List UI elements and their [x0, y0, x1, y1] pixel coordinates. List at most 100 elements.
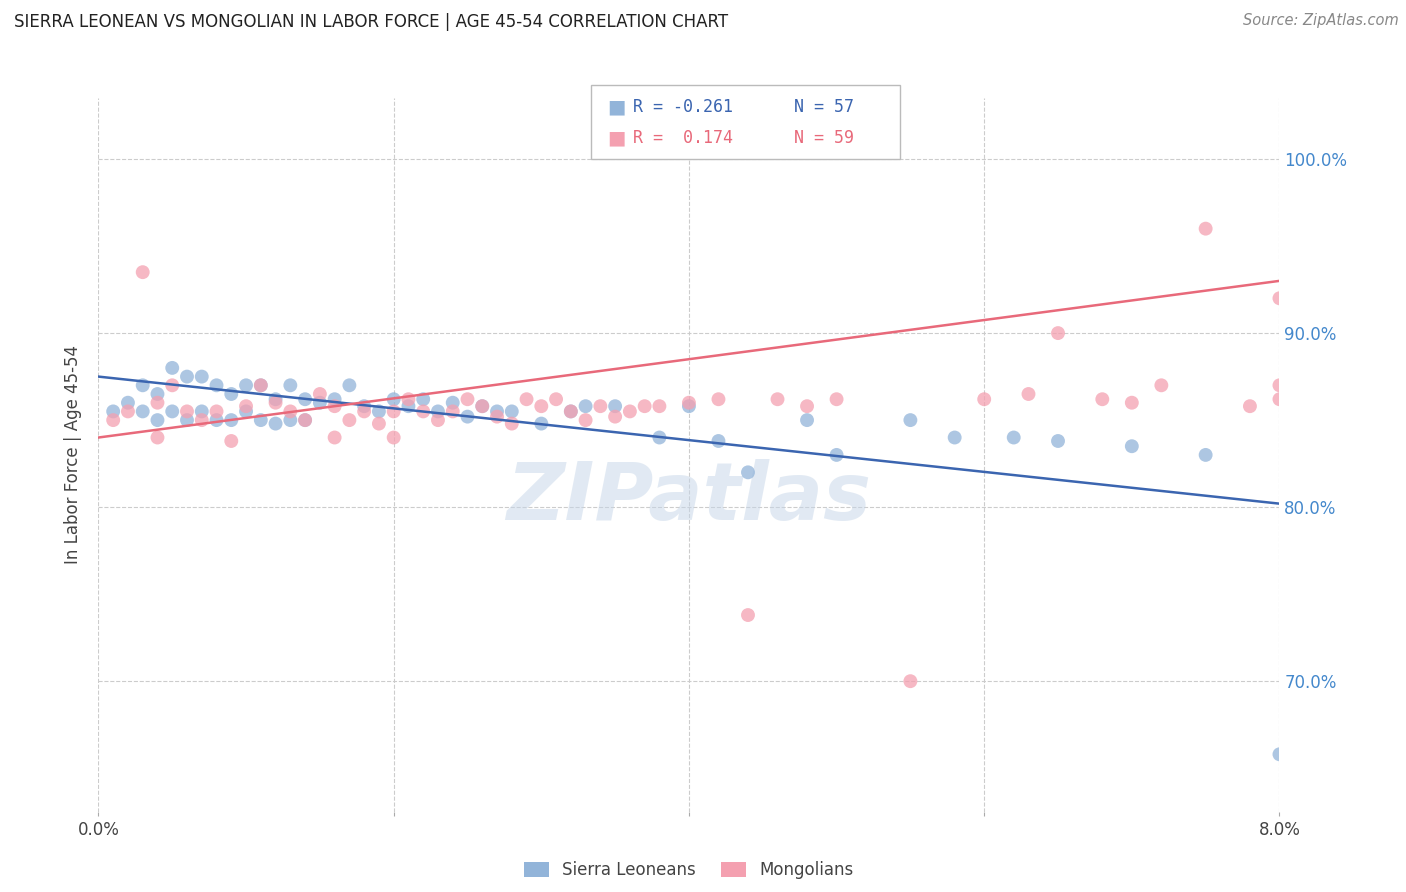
Point	[1268, 291, 1291, 305]
Point	[546, 392, 568, 407]
Point	[589, 399, 612, 413]
Point	[1268, 378, 1291, 392]
Point	[117, 404, 139, 418]
Text: R =  0.174: R = 0.174	[633, 129, 733, 147]
Point	[294, 413, 316, 427]
Point	[146, 387, 169, 401]
Point	[1121, 395, 1143, 409]
Point	[1017, 387, 1039, 401]
Point	[796, 399, 818, 413]
Point	[485, 404, 508, 418]
Point	[1091, 392, 1114, 407]
Point	[530, 417, 553, 431]
Point	[796, 413, 818, 427]
Point	[707, 392, 730, 407]
Point	[900, 413, 922, 427]
Point	[1121, 439, 1143, 453]
Point	[162, 404, 183, 418]
Point	[250, 413, 273, 427]
Point	[235, 404, 257, 418]
Point	[605, 409, 627, 424]
Point	[219, 434, 242, 448]
Point	[426, 404, 449, 418]
Point	[219, 387, 242, 401]
Point	[396, 399, 419, 413]
Point	[294, 392, 316, 407]
Point	[294, 413, 316, 427]
Text: R = -0.261: R = -0.261	[633, 98, 733, 116]
Point	[146, 413, 169, 427]
Text: ■: ■	[607, 128, 626, 148]
Point	[191, 413, 214, 427]
Point	[250, 378, 273, 392]
Point	[1239, 399, 1261, 413]
Point	[235, 378, 257, 392]
Point	[205, 413, 228, 427]
Point	[1268, 392, 1291, 407]
Point	[471, 399, 494, 413]
Point	[278, 378, 302, 392]
Point	[737, 466, 759, 480]
Point	[441, 404, 464, 418]
Point	[308, 387, 332, 401]
Text: N = 59: N = 59	[794, 129, 855, 147]
Point	[264, 417, 287, 431]
Point	[117, 395, 139, 409]
Point	[737, 608, 759, 623]
Point	[501, 404, 523, 418]
Point	[353, 404, 375, 418]
Point	[162, 378, 183, 392]
Point	[323, 392, 346, 407]
Point	[441, 395, 464, 409]
Point	[485, 409, 508, 424]
Point	[323, 399, 346, 413]
Point	[648, 399, 671, 413]
Point	[825, 448, 848, 462]
Point	[396, 392, 419, 407]
Point	[900, 674, 922, 689]
Text: N = 57: N = 57	[794, 98, 855, 116]
Point	[132, 265, 155, 279]
Point	[132, 378, 155, 392]
Point	[515, 392, 537, 407]
Point	[973, 392, 995, 407]
Point	[560, 404, 582, 418]
Point	[605, 399, 627, 413]
Point	[219, 413, 242, 427]
Point	[176, 413, 198, 427]
Point	[146, 395, 169, 409]
Point	[176, 369, 198, 384]
Point	[1046, 326, 1069, 340]
Point	[176, 404, 198, 418]
Point	[1194, 448, 1216, 462]
Point	[323, 430, 346, 444]
Point	[162, 360, 183, 375]
Point	[367, 404, 389, 418]
Text: SIERRA LEONEAN VS MONGOLIAN IN LABOR FORCE | AGE 45-54 CORRELATION CHART: SIERRA LEONEAN VS MONGOLIAN IN LABOR FOR…	[14, 13, 728, 31]
Point	[766, 392, 789, 407]
Point	[382, 430, 405, 444]
Text: ■: ■	[607, 97, 626, 117]
Point	[560, 404, 582, 418]
Point	[191, 404, 214, 418]
Point	[1002, 430, 1025, 444]
Point	[103, 404, 125, 418]
Point	[471, 399, 494, 413]
Point	[648, 430, 671, 444]
Point	[205, 378, 228, 392]
Point	[235, 399, 257, 413]
Legend: Sierra Leoneans, Mongolians: Sierra Leoneans, Mongolians	[517, 855, 860, 886]
Point	[132, 404, 155, 418]
Point	[250, 378, 273, 392]
Point	[367, 417, 389, 431]
Point	[1268, 747, 1291, 762]
Point	[456, 392, 478, 407]
Point	[707, 434, 730, 448]
Point	[412, 392, 434, 407]
Point	[456, 409, 478, 424]
Point	[574, 399, 596, 413]
Text: ZIPatlas: ZIPatlas	[506, 458, 872, 537]
Text: Source: ZipAtlas.com: Source: ZipAtlas.com	[1243, 13, 1399, 29]
Y-axis label: In Labor Force | Age 45-54: In Labor Force | Age 45-54	[65, 345, 83, 565]
Point	[382, 392, 405, 407]
